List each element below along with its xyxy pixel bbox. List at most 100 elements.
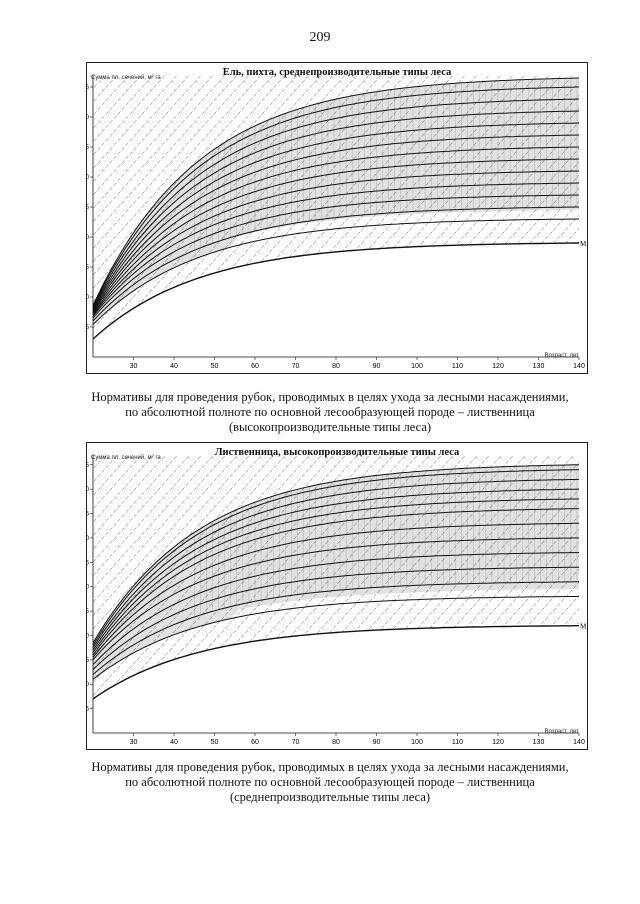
curve (93, 595, 579, 680)
curve (93, 86, 579, 307)
curve-label: М (580, 623, 587, 631)
curve (93, 158, 579, 315)
hatch-line (93, 455, 130, 497)
hatch-line (93, 75, 334, 343)
hatch-line (585, 443, 587, 749)
y-tick-label: 5 (87, 707, 90, 713)
caption-line: Нормативы для проведения рубок, проводим… (91, 390, 569, 404)
hatch-line (93, 455, 142, 510)
curve (93, 134, 579, 312)
curve (93, 566, 579, 670)
curve (93, 218, 579, 325)
caption-line: Нормативы для проведения рубок, проводим… (91, 760, 569, 774)
x-tick-label: 110 (452, 739, 463, 746)
curve (93, 498, 579, 653)
curve (93, 508, 579, 656)
hatch-line (93, 455, 202, 577)
curve (93, 194, 579, 319)
curve-min (93, 625, 579, 700)
hatch-line (93, 455, 262, 643)
plot-area (93, 443, 587, 749)
x-tick-label: 100 (411, 739, 423, 746)
hatch-line (93, 455, 154, 523)
page-number: 209 (309, 30, 331, 45)
y-tick-label: 25 (87, 205, 90, 211)
curve-label: М (580, 240, 587, 248)
x-tick-label: 60 (251, 363, 259, 370)
curve (93, 488, 579, 651)
curve-min (93, 242, 579, 340)
x-tick-label: 60 (251, 739, 259, 746)
caption-line: (высокопроизводительные типы леса) (228, 420, 432, 434)
y-tick-label: 50 (87, 487, 90, 493)
x-tick-label: 80 (332, 739, 340, 746)
chart-larch: М 30 40 50 60 70 80 90 100 110 120 130 140 5 10 15 20 25 3… (86, 442, 588, 750)
x-tick-label: 110 (452, 363, 463, 370)
hatch-line (93, 455, 226, 603)
x-tick-label: 140 (573, 363, 585, 370)
curve (93, 110, 579, 310)
curve (93, 122, 579, 311)
y-tick-label: 10 (87, 682, 90, 688)
hatch-line (93, 455, 310, 697)
x-tick-label: 130 (533, 363, 545, 370)
hatch-line (93, 455, 178, 550)
y-tick-label: 35 (87, 145, 90, 151)
x-axis-label: Возраст, лет (544, 353, 580, 359)
x-tick-label: 50 (211, 363, 219, 370)
y-tick-label: 10 (87, 295, 90, 301)
hatch-line (93, 75, 94, 76)
curve (93, 170, 579, 316)
chart-larch-plot: М 30 40 50 60 70 80 90 100 110 120 130 140 5 10 15 20 25 3… (87, 443, 587, 749)
curve (93, 182, 579, 317)
shaded-zone (93, 78, 579, 325)
y-tick-label: 15 (87, 658, 90, 664)
curve (93, 146, 579, 313)
curve (93, 464, 579, 644)
caption-line: по абсолютной полноте по основной лесооб… (125, 405, 535, 419)
y-tick-label: 30 (87, 175, 90, 181)
below-min-area (93, 243, 579, 357)
curve (93, 552, 579, 666)
hatch-line (93, 455, 250, 630)
curve (93, 581, 579, 675)
curve (93, 478, 579, 648)
x-tick-label: 90 (373, 363, 381, 370)
y-axis-label: Сумма пл. сечений, м² га (91, 455, 161, 461)
y-tick-label: 45 (87, 85, 90, 91)
hatch-line (93, 455, 166, 537)
hatch-line (93, 455, 238, 617)
y-tick-label: 20 (87, 235, 90, 241)
hatch-line (93, 455, 214, 590)
chart-title: Ель, пихта, среднепроизводительные типы … (222, 67, 452, 78)
x-tick-label: 130 (533, 739, 545, 746)
x-tick-label: 70 (292, 739, 300, 746)
x-tick-label: 100 (411, 363, 423, 370)
x-tick-label: 140 (573, 739, 585, 746)
x-tick-label: 40 (170, 739, 178, 746)
curve (93, 77, 579, 306)
curve (93, 469, 579, 646)
y-tick-label: 45 (87, 512, 90, 518)
curve (93, 522, 579, 658)
y-tick-label: 40 (87, 536, 90, 542)
x-tick-label: 40 (170, 363, 178, 370)
y-tick-label: 40 (87, 115, 90, 121)
hatch-line (93, 455, 190, 563)
y-tick-label: 55 (87, 463, 90, 469)
hatch-line (581, 63, 587, 373)
y-tick-label: 35 (87, 560, 90, 566)
y-tick-label: 30 (87, 585, 90, 591)
x-tick-label: 120 (492, 363, 504, 370)
caption-line: (среднепроизводительные типы леса) (229, 790, 431, 804)
curve (93, 98, 579, 309)
caption-larch-medium: Нормативы для проведения рубок, проводим… (60, 760, 600, 805)
x-tick-label: 30 (130, 739, 138, 746)
x-tick-label: 90 (373, 739, 381, 746)
curve (93, 537, 579, 661)
y-tick-label: 20 (87, 633, 90, 639)
curve (93, 206, 579, 322)
x-tick-label: 70 (292, 363, 300, 370)
plot-area (93, 63, 587, 373)
hatch-line (93, 75, 322, 329)
